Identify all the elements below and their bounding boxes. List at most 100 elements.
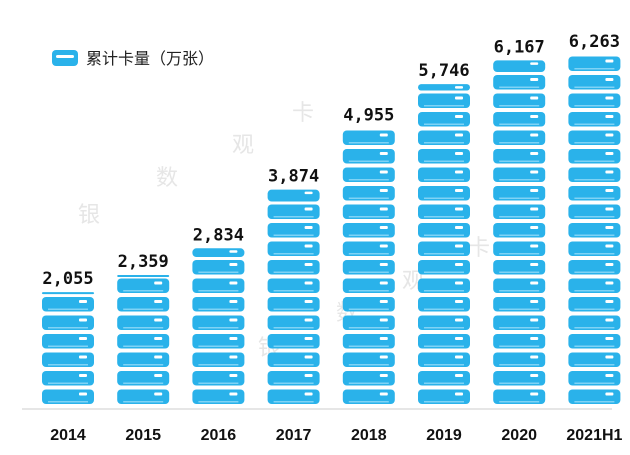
bar-card-stripe bbox=[424, 382, 464, 384]
bar-card-stripe bbox=[424, 364, 464, 366]
bar-card-stripe bbox=[348, 216, 389, 218]
bar-card-stripe bbox=[499, 216, 540, 218]
bar-card-stripe bbox=[499, 123, 540, 125]
watermark-char: 卡 bbox=[468, 236, 490, 261]
bar-card-stripe bbox=[348, 327, 389, 329]
bar-card-chip bbox=[605, 78, 614, 81]
bar-card-stripe bbox=[499, 197, 540, 199]
bar-card-chip bbox=[229, 250, 238, 253]
bar-card-chip bbox=[530, 263, 539, 266]
bar-card-stripe bbox=[424, 123, 464, 125]
value-labels: 2,055 2,359 2,834 3,874 4,955 5,746 6,167 6,263 bbox=[42, 32, 620, 289]
x-tick-label: 2015 bbox=[125, 427, 161, 444]
bar-card-chip bbox=[154, 300, 163, 303]
bar-card-chip bbox=[455, 281, 463, 285]
bar-card-stripe bbox=[273, 216, 314, 218]
bar-value-label: 6,263 bbox=[569, 32, 620, 52]
bar-card-stripe bbox=[198, 401, 239, 403]
bar bbox=[267, 189, 320, 404]
bar-card-partial bbox=[42, 292, 94, 295]
bar-card-stripe bbox=[48, 308, 88, 310]
bar-card-stripe bbox=[424, 105, 464, 107]
bar-card-chip bbox=[530, 189, 539, 192]
bar-card-chip bbox=[530, 62, 539, 65]
bar-card-stripe bbox=[424, 253, 464, 255]
bar-card-stripe bbox=[198, 290, 239, 292]
bar-card-chip bbox=[530, 374, 539, 377]
bar-card-stripe bbox=[123, 401, 164, 403]
bar-card-chip bbox=[605, 355, 614, 359]
bar-card-chip bbox=[304, 263, 313, 266]
bar-card-chip bbox=[304, 392, 313, 396]
bar-card-chip bbox=[455, 392, 463, 396]
bar-value-label: 5,746 bbox=[418, 61, 469, 81]
bar-card-partial bbox=[418, 84, 470, 91]
bar bbox=[42, 292, 94, 404]
bar-card-stripe bbox=[574, 364, 615, 366]
bar-card-chip bbox=[455, 355, 463, 359]
bar-card-chip bbox=[304, 337, 313, 340]
bar-card-chip bbox=[605, 115, 614, 118]
bar-card-stripe bbox=[348, 382, 389, 384]
bar-card-stripe bbox=[348, 401, 389, 403]
bar-card-stripe bbox=[273, 234, 314, 236]
bar-card-stripe bbox=[424, 290, 464, 292]
bar-card-stripe bbox=[273, 308, 314, 310]
bar-card-stripe bbox=[574, 345, 615, 347]
bar-card-chip bbox=[229, 355, 238, 359]
bar-card-chip bbox=[229, 263, 238, 266]
bar-card-stripe bbox=[499, 160, 540, 162]
bar-value-label: 3,874 bbox=[268, 167, 319, 187]
x-tick-label: 2016 bbox=[201, 427, 237, 444]
bar-card-chip bbox=[530, 133, 539, 137]
bar-card-stripe bbox=[273, 345, 314, 347]
bar-card-chip bbox=[79, 318, 87, 322]
bar-card-chip bbox=[154, 392, 163, 396]
bar-card-chip bbox=[79, 355, 87, 359]
x-axis-ticks: 2014 2015 2016 2017 2018 2019 2020 2021H1 bbox=[50, 427, 622, 444]
bar-card-chip bbox=[154, 318, 163, 322]
bar-card-chip bbox=[455, 96, 463, 100]
bar bbox=[418, 84, 470, 404]
bar-card-stripe bbox=[198, 364, 239, 366]
bar-card-chip bbox=[379, 189, 388, 192]
bar-card-chip bbox=[455, 133, 463, 137]
bar-card-stripe bbox=[574, 308, 615, 310]
bar-card-stripe bbox=[499, 308, 540, 310]
bar-card-chip bbox=[605, 133, 614, 137]
bar-card-stripe bbox=[574, 253, 615, 255]
bar-card-chip bbox=[455, 170, 463, 174]
bar-value-label: 2,055 bbox=[42, 269, 93, 289]
bar-card-partial bbox=[267, 189, 320, 202]
bar-card-stripe bbox=[198, 308, 239, 310]
bar-card-chip bbox=[79, 337, 87, 340]
bar-card-stripe bbox=[499, 105, 540, 107]
bar-card-chip bbox=[605, 374, 614, 377]
bar-card-chip bbox=[304, 207, 313, 211]
bar-card-stripe bbox=[499, 253, 540, 255]
bar-card-stripe bbox=[499, 86, 540, 88]
bar-card-stripe bbox=[424, 179, 464, 181]
bar-card-chip bbox=[455, 86, 463, 89]
bar-card-chip bbox=[79, 374, 87, 377]
bar-card-stripe bbox=[273, 253, 314, 255]
bar-card-chip bbox=[605, 392, 614, 396]
bar-card-chip bbox=[530, 244, 539, 248]
bar bbox=[117, 275, 170, 404]
bar-card-chip bbox=[379, 152, 388, 155]
bar-card-chip bbox=[304, 374, 313, 377]
bar-card-chip bbox=[304, 318, 313, 322]
bar bbox=[192, 248, 245, 404]
bar-card-stripe bbox=[348, 308, 389, 310]
bar-card-chip bbox=[229, 392, 238, 396]
bar-card-chip bbox=[304, 281, 313, 285]
bar-card-chip bbox=[530, 226, 539, 229]
bar-card-chip bbox=[379, 281, 388, 285]
bar-card-chip bbox=[229, 281, 238, 285]
watermark-char: 银 bbox=[78, 203, 100, 228]
bar-card-stripe bbox=[273, 382, 314, 384]
bar-card-stripe bbox=[574, 271, 615, 273]
bar-card-chip bbox=[379, 392, 388, 396]
bar-card-stripe bbox=[348, 364, 389, 366]
bar-card-chip bbox=[530, 170, 539, 174]
